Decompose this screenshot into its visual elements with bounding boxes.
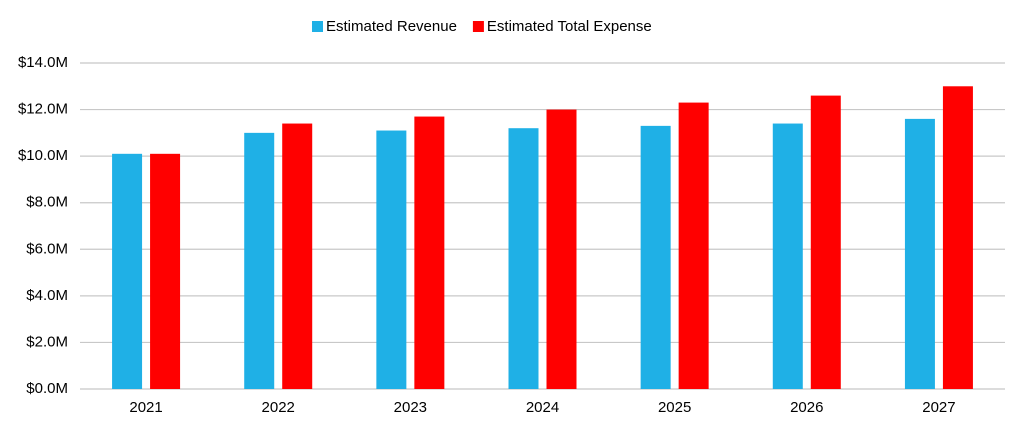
bar [942, 86, 973, 390]
bar [112, 153, 143, 389]
legend-swatch [312, 21, 323, 32]
bar [376, 130, 407, 389]
y-tick-label: $0.0M [26, 380, 68, 397]
bar [904, 118, 935, 389]
bar [772, 123, 803, 390]
legend-swatch [472, 21, 484, 32]
legend-label: Estimated Revenue [326, 18, 457, 35]
y-tick-label: $4.0M [26, 287, 68, 304]
y-tick-label: $6.0M [26, 240, 68, 257]
bar [678, 102, 709, 389]
x-tick-label: 2025 [658, 399, 691, 416]
x-tick-label: 2023 [394, 399, 427, 416]
x-tick-label: 2027 [922, 399, 955, 416]
bar [244, 132, 275, 389]
bar [282, 123, 313, 390]
y-tick-label: $12.0M [18, 101, 68, 118]
x-tick-label: 2021 [129, 399, 162, 416]
bar [640, 125, 671, 389]
bar [810, 95, 841, 389]
y-tick-label: $2.0M [26, 333, 68, 350]
bar [150, 153, 181, 389]
y-tick-label: $8.0M [26, 194, 68, 211]
legend-label: Estimated Total Expense [487, 18, 652, 35]
bar [546, 109, 577, 390]
x-tick-label: 2024 [526, 399, 559, 416]
bar [508, 128, 539, 389]
x-tick-label: 2026 [790, 399, 823, 416]
y-tick-label: $10.0M [18, 147, 68, 164]
y-tick-label: $14.0M [18, 54, 68, 71]
x-tick-label: 2022 [262, 399, 295, 416]
bar [414, 116, 445, 390]
